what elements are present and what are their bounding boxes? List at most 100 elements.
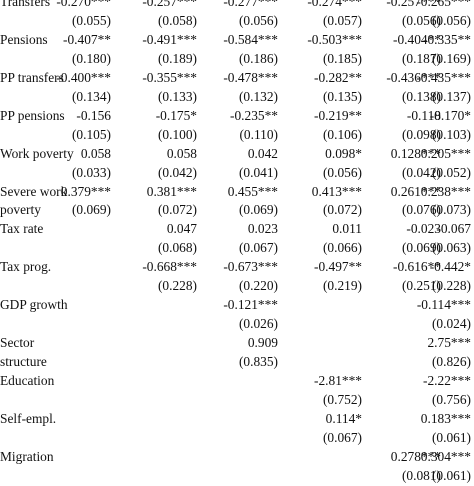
table-cell: 2.75***	[427, 335, 471, 351]
table-cell: -0.503***	[307, 31, 362, 47]
table-row: (0.068) (0.067) (0.066) (0.069) (0.063)	[0, 238, 474, 258]
table-row: Migration 0.278*** 0.304***	[0, 447, 474, 467]
table-cell: (0.042)	[157, 164, 197, 180]
table-cell: 0.379***	[60, 183, 111, 199]
table-cell: 0.238***	[420, 183, 471, 199]
table-cell: (0.041)	[238, 164, 278, 180]
table-cell: (0.138)	[401, 88, 441, 104]
table-cell: -0.257***	[142, 0, 197, 9]
table-row: (0.033) (0.042) (0.041) (0.056) (0.042) (0.05…	[0, 163, 474, 183]
table-cell: 0.261***	[390, 183, 441, 199]
table-cell: (0.132)	[238, 88, 278, 104]
row-label: Pensions	[0, 31, 48, 47]
table-cell: (0.052)	[431, 164, 471, 180]
table-cell: -0.435***	[416, 69, 471, 85]
table-row: Tax prog. -0.668*** -0.673*** -0.497** -0.61…	[0, 257, 474, 277]
table-cell: 0.042	[247, 145, 278, 161]
table-cell: (0.110)	[239, 126, 278, 142]
table-cell: 0.058	[80, 145, 111, 161]
table-cell: (0.756)	[431, 391, 471, 407]
table-cell: 0.455***	[227, 183, 278, 199]
table-cell: -0.400***	[56, 69, 111, 85]
table-cell: -0.121***	[223, 297, 278, 313]
table-cell: (0.061)	[431, 467, 471, 483]
table-cell: 0.098*	[325, 145, 362, 161]
table-cell: (0.228)	[157, 278, 197, 294]
table-cell: -0.497**	[314, 259, 362, 275]
table-cell: (0.826)	[431, 354, 471, 370]
row-label: Self-empl.	[0, 410, 57, 426]
table-cell: (0.024)	[431, 316, 471, 332]
table-cell: (0.061)	[431, 429, 471, 445]
table-cell: -0.235**	[230, 107, 278, 123]
table-row: (0.752) (0.756)	[0, 390, 474, 410]
table-cell: -0.175*	[155, 107, 197, 123]
table-cell: (0.098)	[401, 126, 441, 142]
table-cell: (0.835)	[238, 354, 278, 370]
table-row: (0.026) (0.024)	[0, 314, 474, 334]
table-cell: (0.056)	[401, 12, 441, 28]
table-row: Education -2.81*** -2.22***	[0, 371, 474, 391]
table-cell: (0.073)	[431, 202, 471, 218]
table-cell: -2.22***	[423, 373, 471, 388]
table-cell: (0.042)	[401, 164, 441, 180]
table-cell: -0.170*	[429, 107, 471, 123]
table-cell: -0.277***	[223, 0, 278, 9]
table-cell: (0.180)	[71, 50, 111, 66]
table-cell: -0.282**	[314, 69, 362, 85]
table-cell: (0.069)	[401, 240, 441, 256]
table-cell: (0.251)	[401, 278, 441, 294]
table-row: (0.134) (0.133) (0.132) (0.135) (0.138) (0.13…	[0, 87, 474, 107]
table-cell: (0.186)	[238, 50, 278, 66]
row-label: Education	[0, 373, 55, 388]
row-label: structure	[0, 354, 47, 370]
table-cell: (0.026)	[238, 316, 278, 332]
table-cell: 0.278***	[390, 448, 441, 464]
table-cell: -0.114***	[416, 297, 471, 313]
table-cell: (0.105)	[71, 126, 111, 142]
row-label: Tax prog.	[0, 259, 52, 275]
table-cell: (0.056)	[322, 164, 362, 180]
table-cell: -0.118	[406, 107, 441, 123]
table-row: GDP growth -0.121*** -0.114***	[0, 295, 474, 315]
table-cell: (0.076)	[401, 202, 441, 218]
table-cell: (0.072)	[157, 202, 197, 218]
table-cell: (0.219)	[322, 278, 362, 294]
table-cell: 0.413***	[311, 183, 362, 199]
table-cell: (0.033)	[71, 164, 111, 180]
table-cell: -0.616**	[393, 259, 441, 275]
row-label: Work poverty	[0, 145, 74, 161]
table-cell: -0.156	[76, 107, 111, 123]
row-label: Sector	[0, 335, 35, 351]
table-cell: 0.047	[166, 221, 197, 237]
row-label: GDP growth	[0, 297, 68, 313]
table-cell: 0.114*	[325, 410, 362, 426]
table-cell: (0.133)	[157, 88, 197, 104]
table-cell: 0.058	[166, 145, 197, 161]
table-cell: -0.257***	[386, 0, 441, 9]
table-row: (0.180) (0.189) (0.186) (0.185) (0.187) (0.16…	[0, 49, 474, 69]
table-row: PP pensions -0.156 -0.175* -0.235** -0.219**…	[0, 106, 474, 126]
table-cell: -0.274***	[307, 0, 362, 9]
table-cell: (0.752)	[322, 391, 362, 407]
row-label: poverty	[0, 202, 41, 218]
row-label: Migration	[0, 448, 54, 464]
row-label: Transfers	[0, 0, 51, 9]
table-row: Pensions -0.407** -0.491*** -0.584*** -0.503…	[0, 30, 474, 50]
table-cell: (0.220)	[238, 278, 278, 294]
table-cell: (0.056)	[431, 12, 471, 28]
table-cell: (0.063)	[431, 240, 471, 256]
table-cell: (0.135)	[322, 88, 362, 104]
table-row: Self-empl. 0.114* 0.183***	[0, 409, 474, 429]
table-cell: -0.067	[436, 221, 471, 237]
table-cell: -0.355***	[142, 69, 197, 85]
table-cell: (0.069)	[71, 202, 111, 218]
table-cell: (0.058)	[157, 12, 197, 28]
table-cell: -0.219**	[314, 107, 362, 123]
table-cell: 0.023	[247, 221, 278, 237]
table-cell: -0.270***	[56, 0, 111, 9]
table-cell: -0.668***	[142, 259, 197, 275]
row-label: PP pensions	[0, 107, 65, 123]
table-row: (0.067) (0.061)	[0, 428, 474, 448]
